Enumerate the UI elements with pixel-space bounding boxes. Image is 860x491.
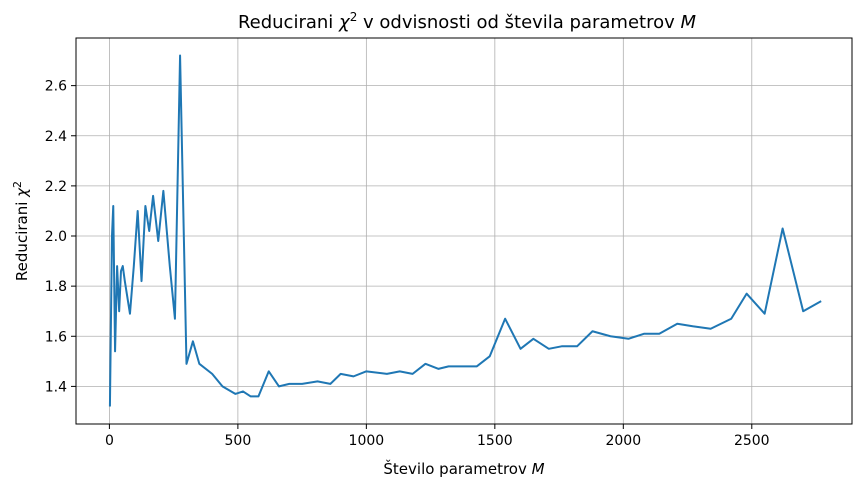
y-tick-label: 1.6 <box>45 329 67 345</box>
y-tick-label: 2.4 <box>45 129 67 145</box>
axis-ticks: 0 500 1000 1500 2000 2500 1.4 1.6 1.8 2.0 2.2 2.4 2.… <box>45 79 770 449</box>
y-tick-label: 2.6 <box>45 79 67 95</box>
title-text-rest: v odvisnosti od števila parametrov <box>357 12 680 33</box>
y-axis-label: Reducirani χ2 <box>11 181 32 281</box>
y-tick-label: 1.8 <box>45 279 67 295</box>
plot-frame <box>75 37 853 425</box>
x-tick-label: 500 <box>225 433 252 449</box>
x-axis-label: Število parametrov M <box>383 459 544 478</box>
x-tick-label: 2000 <box>605 433 641 449</box>
title-chi-symbol: χ <box>338 12 351 33</box>
y-axis-label-chi-symbol: χ <box>13 187 31 198</box>
grid <box>76 38 852 424</box>
x-tick-label: 0 <box>105 433 114 449</box>
x-axis-label-variable: M <box>532 460 545 478</box>
title-text: Reducirani <box>238 12 339 33</box>
y-tick-label: 1.4 <box>45 379 67 395</box>
x-axis-label-text: Število parametrov <box>383 459 531 478</box>
x-tick-label: 2500 <box>734 433 770 449</box>
series-line <box>108 54 822 407</box>
x-tick-label: 1000 <box>349 433 385 449</box>
x-tick-label: 1500 <box>477 433 513 449</box>
y-tick-label: 2.0 <box>45 229 67 245</box>
y-axis-label-superscript: 2 <box>11 181 24 188</box>
y-axis-label-text: Reducirani <box>13 197 31 281</box>
y-tick-label: 2.2 <box>45 179 67 195</box>
title-superscript: 2 <box>350 10 358 24</box>
title-variable: M <box>681 12 697 33</box>
chart-title: Reducirani χ2 v odvisnosti od števila pa… <box>238 10 697 33</box>
